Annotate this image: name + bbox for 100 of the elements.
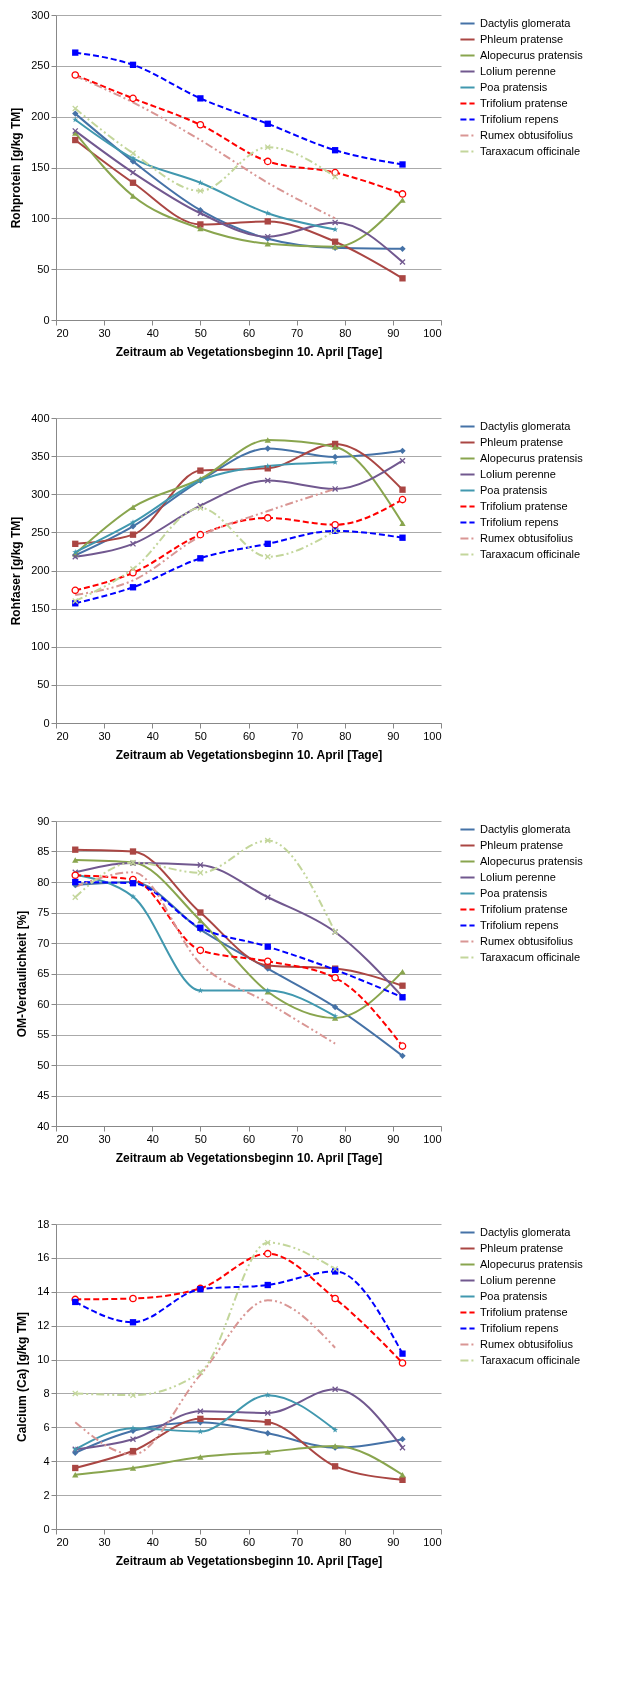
y-tick-label: 65 [37, 967, 50, 979]
legend-label: Trifolium repens [480, 112, 559, 125]
legend-label: Trifolium repens [480, 918, 559, 931]
x-tick-label: 70 [291, 729, 304, 742]
x-tick-label: 20 [56, 1132, 69, 1145]
y-tick-label: 10 [37, 1353, 50, 1366]
x-tick-label: 60 [242, 326, 256, 339]
y-tick-label: 8 [43, 1386, 50, 1399]
y-tick-label: 150 [31, 161, 50, 173]
y-tick-label: 0 [43, 1522, 50, 1535]
x-tick-label: 20 [56, 1535, 69, 1548]
y-tick-label: 40 [37, 1119, 50, 1132]
x-tick-label: 80 [339, 729, 352, 742]
legend-label: Trifolium repens [480, 515, 559, 528]
y-tick-label: 250 [31, 59, 50, 72]
y-tick-label: 45 [37, 1089, 50, 1101]
x-axis-title: Zeitraum ab Vegetationsbeginn 10. April [Tage] [115, 344, 383, 359]
y-tick-label: 50 [37, 678, 50, 691]
x-tick-label: 90 [387, 1132, 400, 1145]
x-axis-title: Zeitraum ab Vegetationsbeginn 10. April [Tage] [115, 1150, 383, 1165]
y-tick-label: 60 [37, 997, 50, 1010]
x-tick-label: 30 [98, 1535, 111, 1548]
legend-label: Phleum pratense [480, 838, 564, 851]
legend-label: Taraxacum officinale [480, 1353, 581, 1366]
y-axis-title: Rohprotein [g/kg TM] [9, 107, 24, 229]
y-tick-label: 55 [37, 1028, 50, 1040]
y-axis-title: Rohfaser [g/kg TM] [9, 516, 24, 626]
legend-label: Trifolium pratense [480, 499, 568, 512]
x-tick-label: 50 [194, 729, 207, 742]
x-tick-label: 50 [194, 1535, 207, 1548]
y-tick-label: 0 [43, 716, 50, 729]
x-tick-label: 40 [146, 729, 159, 742]
legend-label: Phleum pratense [480, 435, 564, 448]
legend-label: Taraxacum officinale [480, 144, 581, 157]
x-tick-label: 60 [242, 729, 256, 742]
y-tick-label: 70 [37, 936, 50, 949]
y-tick-label: 50 [37, 1058, 50, 1071]
y-tick-label: 14 [37, 1285, 50, 1298]
y-tick-label: 300 [31, 8, 50, 21]
legend-label: Alopecurus pratensis [480, 48, 584, 61]
y-tick-label: 50 [37, 262, 50, 275]
y-tick-label: 100 [31, 640, 50, 653]
legend-label: Phleum pratense [480, 32, 564, 45]
legend-label: Alopecurus pratensis [480, 1257, 584, 1270]
x-tick-label: 50 [194, 326, 207, 339]
x-tick-label: 90 [387, 1535, 400, 1548]
y-tick-label: 12 [37, 1319, 50, 1332]
legend-label: Dactylis glomerata [480, 822, 572, 835]
legend-label: Phleum pratense [480, 1241, 564, 1254]
legend-label: Alopecurus pratensis [480, 854, 584, 867]
x-tick-label: 100 [423, 1132, 442, 1145]
legend-label: Lolium perenne [480, 1273, 556, 1286]
legend-label: Poa pratensis [480, 483, 548, 496]
legend-label: Trifolium pratense [480, 902, 568, 915]
x-tick-label: 40 [146, 1535, 159, 1548]
legend-label: Poa pratensis [480, 886, 548, 899]
x-tick-label: 70 [291, 1535, 304, 1548]
y-tick-label: 6 [43, 1420, 50, 1433]
legend-label: Dactylis glomerata [480, 1225, 572, 1238]
y-axis-title: Calcium (Ca) [g/kg TM] [15, 1311, 30, 1443]
y-tick-label: 100 [31, 211, 50, 224]
x-tick-label: 30 [98, 1132, 111, 1145]
x-tick-label: 100 [423, 326, 442, 339]
legend-label: Trifolium pratense [480, 96, 568, 109]
x-tick-label: 30 [98, 326, 111, 339]
y-tick-label: 150 [31, 602, 50, 615]
y-tick-label: 400 [31, 411, 50, 424]
legend-label: Taraxacum officinale [480, 547, 581, 560]
legend-label: Poa pratensis [480, 80, 548, 93]
y-tick-label: 4 [43, 1454, 50, 1467]
y-tick-label: 85 [37, 845, 50, 857]
y-tick-label: 2 [43, 1488, 50, 1501]
x-tick-label: 70 [291, 1132, 304, 1145]
y-tick-label: 18 [37, 1217, 50, 1230]
y-tick-label: 0 [43, 313, 50, 326]
legend-label: Rumex obtusifolius [480, 1337, 574, 1350]
x-tick-label: 30 [98, 729, 111, 742]
y-tick-label: 80 [37, 875, 50, 888]
legend-label: Poa pratensis [480, 1289, 548, 1302]
y-tick-label: 250 [31, 525, 50, 538]
x-tick-label: 90 [387, 326, 400, 339]
legend-label: Rumex obtusifolius [480, 934, 574, 947]
legend-label: Trifolium pratense [480, 1305, 568, 1318]
x-tick-label: 80 [339, 326, 352, 339]
legend-label: Rumex obtusifolius [480, 531, 574, 544]
legend-label: Lolium perenne [480, 870, 556, 883]
y-tick-label: 75 [37, 906, 50, 918]
y-tick-label: 200 [31, 564, 50, 576]
x-tick-label: 20 [56, 326, 69, 339]
x-tick-label: 70 [291, 326, 304, 339]
legend-label: Lolium perenne [480, 467, 556, 480]
x-tick-label: 100 [423, 1535, 442, 1548]
x-axis-title: Zeitraum ab Vegetationsbeginn 10. April [Tage] [115, 1553, 383, 1568]
x-tick-label: 60 [242, 1132, 256, 1145]
y-tick-label: 90 [37, 814, 50, 827]
y-axis-title: OM-Verdaulichkeit [%] [15, 910, 30, 1038]
legend-label: Dactylis glomerata [480, 419, 572, 432]
x-tick-label: 20 [56, 729, 69, 742]
x-tick-label: 80 [339, 1132, 352, 1145]
x-tick-label: 90 [387, 729, 400, 742]
